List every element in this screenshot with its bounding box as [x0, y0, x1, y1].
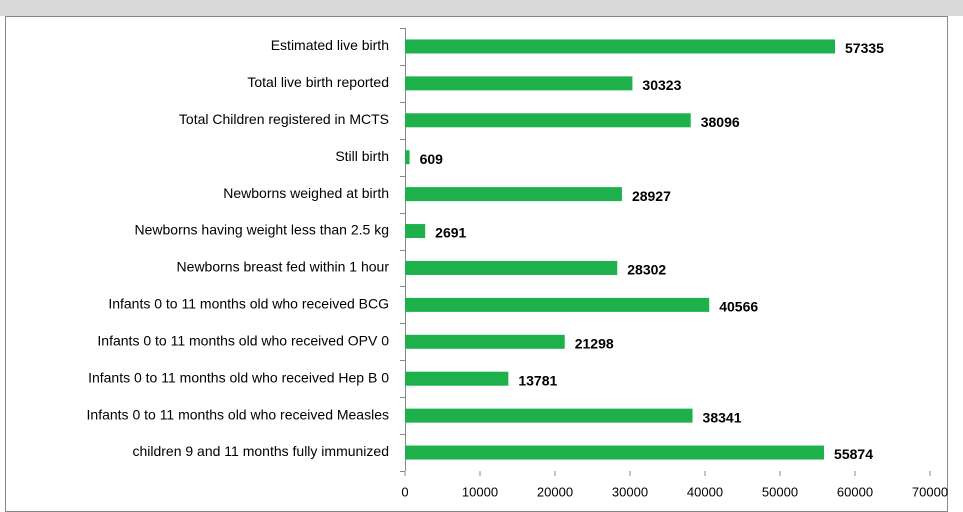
bar: [405, 445, 825, 460]
y-tick-label: Newborns breast fed within 1 hour: [177, 259, 390, 275]
bar: [405, 76, 633, 91]
value-label: 28302: [627, 262, 666, 278]
x-tick-label: 60000: [837, 484, 873, 499]
y-tick-label: Newborns weighed at birth: [223, 185, 389, 201]
y-tick-label: Infants 0 to 11 months old who received …: [87, 406, 389, 422]
bar: [405, 297, 710, 312]
bar: [405, 150, 410, 165]
value-label: 30323: [642, 77, 681, 93]
value-label: 609: [420, 151, 444, 167]
y-tick-label: Infants 0 to 11 months old who received …: [108, 296, 389, 312]
value-label: 40566: [719, 299, 758, 315]
value-label: 38096: [701, 114, 740, 130]
y-tick-label: Infants 0 to 11 months old who received …: [88, 369, 389, 385]
value-label: 55874: [834, 446, 873, 462]
x-tick-label: 30000: [612, 484, 648, 499]
bar: [405, 408, 693, 423]
value-label: 38341: [703, 409, 742, 425]
x-tick-label: 40000: [687, 484, 723, 499]
bar: [405, 113, 691, 128]
x-tick-label: 0: [401, 484, 408, 499]
x-tick-label: 20000: [537, 484, 573, 499]
value-label: 2691: [435, 225, 466, 241]
y-tick-label: Total Children registered in MCTS: [179, 111, 389, 127]
value-label: 28927: [632, 188, 671, 204]
x-tick-label: 70000: [912, 484, 948, 499]
y-tick-label: Estimated live birth: [271, 37, 389, 53]
bar: [405, 187, 622, 202]
x-tick-label: 50000: [762, 484, 798, 499]
bar: [405, 371, 509, 386]
y-tick-label: Still birth: [335, 148, 389, 164]
y-tick-label: children 9 and 11 months fully immunized: [132, 443, 389, 459]
bar: [405, 224, 426, 239]
bar: [405, 334, 565, 349]
x-tick-label: 10000: [462, 484, 498, 499]
value-label: 13781: [518, 372, 557, 388]
bar: [405, 260, 618, 275]
y-tick-label: Infants 0 to 11 months old who received …: [97, 332, 389, 348]
y-tick-label: Total live birth reported: [247, 74, 389, 90]
value-label: 57335: [845, 40, 884, 56]
value-label: 21298: [575, 335, 614, 351]
y-tick-label: Newborns having weight less than 2.5 kg: [135, 222, 389, 238]
bar: [405, 39, 836, 54]
top-strip: [0, 0, 963, 16]
